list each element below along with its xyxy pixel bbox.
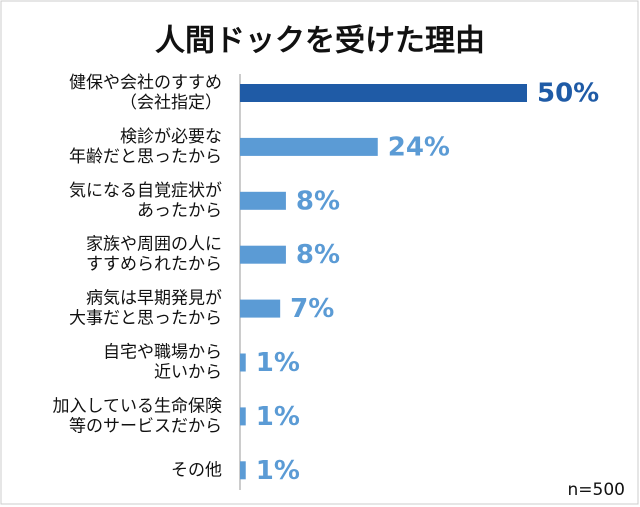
category-label: 気になる自覚症状が xyxy=(69,181,222,201)
category-label: 病気は早期発見が xyxy=(86,289,222,309)
value-label: 1% xyxy=(256,456,300,486)
value-label: 50% xyxy=(537,79,599,109)
category-label: 加入している生命保険 xyxy=(53,396,223,416)
category-label: 検診が必要な xyxy=(120,127,222,147)
value-label: 8% xyxy=(296,186,340,216)
value-label: 8% xyxy=(296,240,340,270)
value-label: 1% xyxy=(256,402,300,432)
category-label: 健保や会社のすすめ xyxy=(69,73,222,93)
category-label: 大事だと思ったから xyxy=(69,309,222,329)
category-label: すすめられたから xyxy=(86,255,222,275)
category-label: 年齢だと思ったから xyxy=(69,147,222,167)
bar xyxy=(240,84,527,102)
value-label: 7% xyxy=(290,294,334,324)
bar xyxy=(240,191,286,210)
category-label: その他 xyxy=(171,460,222,480)
bar xyxy=(240,245,286,264)
chart-title: 人間ドックを受けた理由 xyxy=(155,24,485,59)
note: n=500 xyxy=(568,480,625,500)
category-label: 等のサービスだから xyxy=(69,416,222,436)
category-label: （会社指定） xyxy=(120,93,222,113)
category-label: 近いから xyxy=(154,363,222,383)
bar xyxy=(240,461,246,480)
value-label: 24% xyxy=(388,132,450,162)
bar xyxy=(240,353,246,372)
value-label: 1% xyxy=(256,348,300,378)
category-label: 家族や周囲の人に xyxy=(86,235,222,255)
bar xyxy=(240,299,281,318)
category-label: あったから xyxy=(137,201,222,221)
category-label: 自宅や職場から xyxy=(103,343,222,363)
bar xyxy=(240,137,378,156)
bar xyxy=(240,407,246,426)
